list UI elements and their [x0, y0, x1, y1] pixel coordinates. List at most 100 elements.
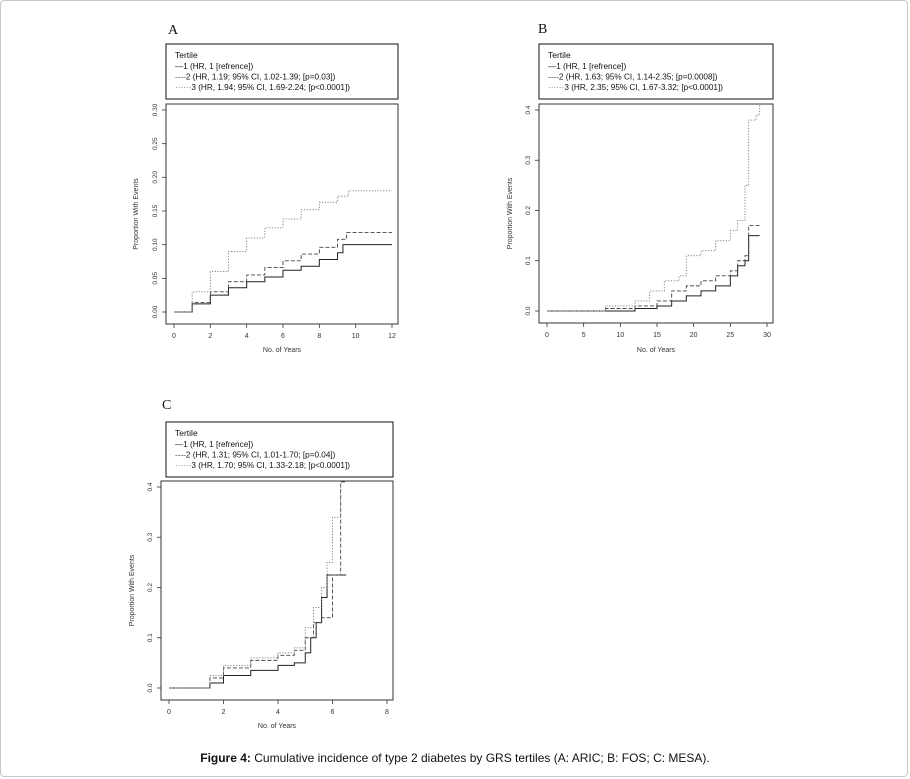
x-tick-label: 8 — [385, 709, 389, 716]
legend-entry: —1 (HR, 1 [refrence]) — [548, 62, 627, 71]
y-tick-label: 0.4 — [525, 105, 532, 114]
legend-label: 3 (HR, 1.94; 95% CI, 1.69-2.24; [p<0.000… — [191, 83, 350, 92]
y-tick-label: 0.1 — [147, 633, 154, 642]
x-tick-label: 2 — [222, 709, 226, 716]
x-tick-label: 4 — [276, 709, 280, 716]
series-line-2 — [169, 481, 347, 689]
y-tick-label: 0.00 — [152, 305, 159, 318]
y-tick-label: 0.0 — [525, 306, 532, 315]
legend-entry: ······3 (HR, 1.70; 95% CI, 1.33-2.18; [p… — [175, 461, 350, 470]
series-line-1 — [547, 235, 760, 312]
legend-label: 2 (HR, 1.63; 95% CI, 1.14-2.35; [p=0.000… — [559, 73, 718, 82]
x-tick-label: 6 — [331, 709, 335, 716]
y-tick-label: 0.25 — [152, 137, 159, 150]
legend-label: 2 (HR, 1.19; 95% CI, 1.02-1.39; [p=0.03]… — [186, 73, 336, 82]
legend-title: Tertile — [548, 50, 571, 60]
legend-label: 1 (HR, 1 [refrence]) — [183, 440, 253, 449]
x-tick-label: 25 — [726, 332, 734, 339]
caption-text: Cumulative incidence of type 2 diabetes … — [250, 751, 710, 765]
y-tick-label: 0.10 — [152, 238, 159, 251]
legend-symbol: ······ — [175, 461, 191, 470]
figure-caption: Figure 4: Cumulative incidence of type 2… — [0, 751, 910, 765]
x-axis-label: No. of Years — [263, 347, 302, 354]
legend-symbol: ---- — [175, 451, 186, 460]
x-tick-label: 0 — [167, 709, 171, 716]
panel-letter: A — [168, 23, 179, 38]
legend: Tertile —1 (HR, 1 [refrence]) ----2 (HR, 1… — [165, 43, 399, 100]
y-tick-label: 0.15 — [152, 204, 159, 217]
y-tick-label: 0.3 — [525, 155, 532, 164]
chart-panel-c: C 0 2 4 6 8 0.0 0.1 0.2 0.3 0.4 No. of Years Proport… — [129, 398, 394, 730]
legend-entry: ----2 (HR, 1.63; 95% CI, 1.14-2.35; [p=0… — [548, 73, 718, 82]
x-tick-label: 10 — [352, 333, 360, 340]
x-axis-label: No. of Years — [258, 723, 297, 730]
x-tick-label: 20 — [690, 332, 698, 339]
y-tick-label: 0.2 — [525, 206, 532, 215]
y-axis-label: Proportion With Events — [133, 178, 140, 250]
legend-symbol: ---- — [175, 73, 186, 82]
plot-frame — [160, 480, 394, 701]
legend-symbol: ······ — [548, 83, 564, 92]
y-tick-label: 0.0 — [147, 683, 154, 692]
series-line-2 — [547, 225, 760, 312]
legend-label: 3 (HR, 2.35; 95% CI, 1.67-3.32; [p<0.000… — [564, 83, 723, 92]
legend-box — [538, 43, 774, 100]
legend-symbol: — — [175, 440, 184, 449]
x-tick-label: 8 — [317, 333, 321, 340]
legend-entry: —1 (HR, 1 [refrence]) — [175, 440, 254, 449]
y-tick-label: 0.20 — [152, 171, 159, 184]
y-tick-label: 0.1 — [525, 256, 532, 265]
y-axis-label: Proportion With Events — [507, 177, 514, 249]
legend-title: Tertile — [175, 50, 198, 60]
legend-symbol: — — [175, 62, 184, 71]
x-tick-label: 0 — [545, 332, 549, 339]
x-axis-label: No. of Years — [637, 347, 676, 354]
series-line-1 — [174, 244, 392, 313]
x-tick-label: 12 — [388, 333, 396, 340]
legend-symbol: ---- — [548, 73, 559, 82]
legend-entry: —1 (HR, 1 [refrence]) — [175, 62, 254, 71]
y-tick-label: 0.3 — [147, 532, 154, 541]
legend-title: Tertile — [175, 428, 198, 438]
chart-panel-a: A 0 2 4 6 8 10 12 0.00 0.05 0.10 0.15 0.20 0.25 0.30 No… — [133, 23, 399, 354]
series-line-2 — [174, 232, 392, 313]
series-line-3 — [547, 104, 761, 312]
legend-label: 1 (HR, 1 [refrence]) — [556, 62, 626, 71]
panel-letter: C — [162, 398, 171, 413]
y-tick-label: 0.2 — [147, 583, 154, 592]
chart-panel-b: B 0 5 10 15 20 25 30 0.0 0.1 0.2 0.3 0.4 No. of Years… — [507, 22, 774, 354]
plot-frame — [165, 103, 399, 325]
legend-entry: ······3 (HR, 1.94; 95% CI, 1.69-2.24; [p… — [175, 83, 350, 92]
x-tick-label: 4 — [245, 333, 249, 340]
legend-label: 2 (HR, 1.31; 95% CI, 1.01-1.70; [p=0.04]… — [186, 451, 336, 460]
x-tick-label: 0 — [172, 333, 176, 340]
legend-symbol: — — [548, 62, 557, 71]
legend: Tertile —1 (HR, 1 [refrence]) ----2 (HR, 1… — [538, 43, 774, 100]
x-tick-label: 15 — [653, 332, 661, 339]
y-tick-label: 0.05 — [152, 272, 159, 285]
legend-label: 1 (HR, 1 [refrence]) — [183, 62, 253, 71]
plot-frame — [538, 103, 774, 324]
caption-label: Figure 4: — [200, 751, 251, 765]
legend-symbol: ······ — [175, 83, 191, 92]
x-tick-label: 2 — [208, 333, 212, 340]
legend-entry: ----2 (HR, 1.31; 95% CI, 1.01-1.70; [p=0… — [175, 451, 336, 460]
legend-entry: ······3 (HR, 2.35; 95% CI, 1.67-3.32; [p… — [548, 83, 723, 92]
y-tick-label: 0.4 — [147, 482, 154, 491]
x-tick-label: 5 — [582, 332, 586, 339]
series-line-1 — [169, 574, 347, 689]
x-tick-label: 6 — [281, 333, 285, 340]
legend: Tertile —1 (HR, 1 [refrence]) ----2 (HR, 1… — [165, 421, 394, 478]
x-tick-label: 10 — [616, 332, 624, 339]
series-line-3 — [174, 190, 392, 313]
legend-box — [165, 421, 394, 478]
legend-entry: ----2 (HR, 1.19; 95% CI, 1.02-1.39; [p=0… — [175, 73, 336, 82]
legend-label: 3 (HR, 1.70; 95% CI, 1.33-2.18; [p<0.000… — [191, 461, 350, 470]
y-tick-label: 0.30 — [152, 103, 159, 116]
panel-letter: B — [538, 22, 547, 37]
y-axis-label: Proportion With Events — [129, 554, 136, 626]
legend-box — [165, 43, 399, 100]
x-tick-label: 30 — [763, 332, 771, 339]
